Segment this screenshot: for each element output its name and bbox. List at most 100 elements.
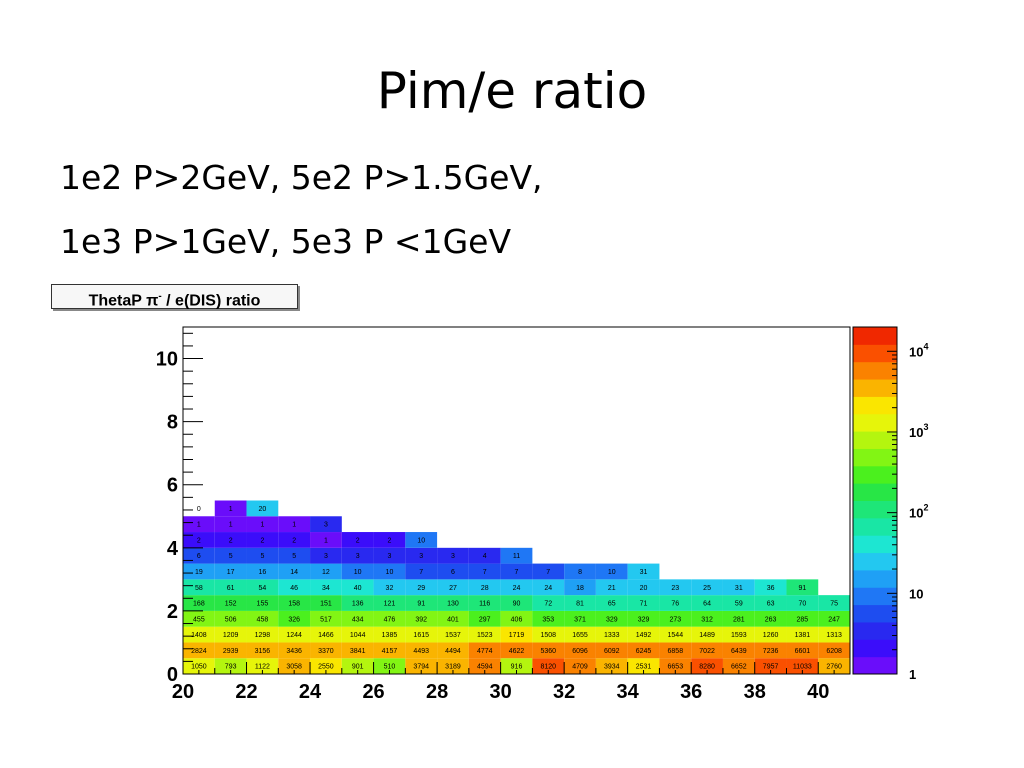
cell-value-label: 29 bbox=[417, 585, 425, 592]
heatmap-cell bbox=[405, 610, 438, 627]
colorbar-tick-label: 102 bbox=[909, 503, 928, 521]
heatmap-cell bbox=[373, 595, 406, 611]
y-tick-label: 4 bbox=[167, 538, 179, 560]
heatmap-cell bbox=[373, 610, 406, 627]
cell-value-label: 5 bbox=[260, 553, 264, 560]
heatmap-cell bbox=[278, 579, 311, 596]
colorbar-segment bbox=[853, 552, 897, 571]
cell-value-label: 8 bbox=[578, 569, 582, 576]
cell-value-label: 1408 bbox=[191, 632, 207, 639]
cell-value-label: 17 bbox=[227, 569, 235, 576]
colorbar-tick-exponent: 2 bbox=[923, 503, 928, 513]
colorbar-segment bbox=[853, 604, 897, 623]
cell-value-label: 510 bbox=[384, 664, 396, 671]
heatmap-cell bbox=[214, 642, 247, 659]
heatmap-cell bbox=[310, 563, 342, 580]
cell-value-label: 4622 bbox=[509, 648, 525, 655]
cell-value-label: 121 bbox=[384, 601, 396, 608]
cell-value-label: 31 bbox=[735, 585, 743, 592]
cell-value-label: 4157 bbox=[382, 648, 398, 655]
cell-value-label: 130 bbox=[447, 601, 459, 608]
heatmap-cell bbox=[278, 547, 311, 564]
heatmap-cell bbox=[341, 658, 374, 674]
colorbar-segment bbox=[853, 361, 897, 380]
heatmap-cell bbox=[183, 610, 215, 627]
heatmap-cell bbox=[278, 516, 311, 533]
colorbar-segment bbox=[853, 396, 897, 415]
cell-value-label: 54 bbox=[259, 585, 267, 592]
heatmap-cell bbox=[786, 579, 819, 596]
cell-value-label: 1244 bbox=[286, 632, 302, 639]
cell-value-label: 1 bbox=[260, 522, 264, 529]
colorbar-frame bbox=[852, 326, 898, 675]
heatmap-cell bbox=[754, 610, 787, 627]
cell-value-label: 116 bbox=[479, 601, 490, 608]
colorbar-tick-exponent: 3 bbox=[923, 422, 928, 432]
colorbar-segment bbox=[853, 656, 897, 675]
cell-value-label: 1 bbox=[229, 522, 233, 529]
heatmap-cell bbox=[183, 595, 215, 611]
plot-title-symbol: π bbox=[146, 292, 159, 310]
heatmap-cell bbox=[595, 626, 628, 643]
heatmap-cell bbox=[373, 532, 406, 548]
cell-value-label: 90 bbox=[513, 601, 521, 608]
cell-value-label: 7957 bbox=[763, 664, 779, 671]
heatmap-cell bbox=[468, 547, 501, 564]
cell-value-label: 10 bbox=[608, 569, 616, 576]
heatmap-cell bbox=[786, 595, 819, 611]
cell-value-label: 1333 bbox=[604, 632, 620, 639]
heatmap-cell bbox=[246, 547, 279, 564]
heatmap-cell bbox=[246, 516, 279, 533]
cell-value-label: 8120 bbox=[540, 664, 556, 671]
heatmap-cell bbox=[405, 642, 438, 659]
cell-value-label: 1 bbox=[324, 537, 328, 544]
cell-value-label: 25 bbox=[703, 585, 711, 592]
cell-value-label: 3156 bbox=[255, 648, 271, 655]
heatmap-cell bbox=[278, 595, 311, 611]
y-tick-label: 6 bbox=[167, 475, 178, 497]
heatmap-cell bbox=[437, 595, 469, 611]
heatmap-cell bbox=[627, 579, 660, 596]
cell-value-label: 793 bbox=[225, 664, 237, 671]
heatmap-cell bbox=[722, 610, 755, 627]
x-tick-label: 32 bbox=[553, 681, 575, 703]
heatmap-cell bbox=[341, 563, 374, 580]
heatmap-cell bbox=[627, 610, 660, 627]
heatmap-cell bbox=[278, 532, 311, 548]
colorbar-tick-label: 1 bbox=[909, 667, 916, 682]
cell-value-label: 3 bbox=[324, 553, 328, 560]
heatmap-cell bbox=[278, 563, 311, 580]
cell-value-label: 4493 bbox=[413, 648, 429, 655]
heatmap-cell bbox=[183, 658, 215, 674]
colorbar-segment bbox=[853, 639, 897, 658]
cell-value-label: 3058 bbox=[286, 664, 302, 671]
bullet-line-2: 1e3 P>1GeV, 5e3 P <1GeV bbox=[60, 222, 512, 261]
heatmap-cell bbox=[341, 532, 374, 548]
heatmap-cell bbox=[659, 579, 692, 596]
heatmap-cell bbox=[564, 626, 596, 643]
cell-value-label: 326 bbox=[288, 616, 300, 623]
heatmap-cell bbox=[627, 642, 660, 659]
heatmap-cell bbox=[627, 595, 660, 611]
plot-title-pre: ThetaP bbox=[88, 292, 147, 310]
cell-value-label: 23 bbox=[671, 585, 679, 592]
colorbar-segment bbox=[853, 431, 897, 449]
cell-value-label: 20 bbox=[640, 585, 648, 592]
cell-value-label: 151 bbox=[320, 601, 332, 608]
cell-value-label: 91 bbox=[798, 585, 806, 592]
heatmap-cell bbox=[468, 642, 501, 659]
heatmap-cell bbox=[183, 547, 215, 564]
cell-value-label: 34 bbox=[322, 585, 330, 592]
heatmap-cell bbox=[659, 642, 692, 659]
heatmap-cell bbox=[532, 563, 565, 580]
heatmap-cell bbox=[500, 579, 533, 596]
cell-value-label: 3 bbox=[356, 553, 360, 560]
cell-value-label: 64 bbox=[703, 601, 711, 608]
cell-value-label: 158 bbox=[288, 601, 300, 608]
cell-value-label: 406 bbox=[511, 616, 523, 623]
cell-value-label: 65 bbox=[608, 601, 616, 608]
heatmap-cell bbox=[373, 563, 406, 580]
heatmap-cell bbox=[246, 626, 279, 643]
x-tick-label: 36 bbox=[680, 681, 702, 703]
heatmap-cell bbox=[341, 626, 374, 643]
